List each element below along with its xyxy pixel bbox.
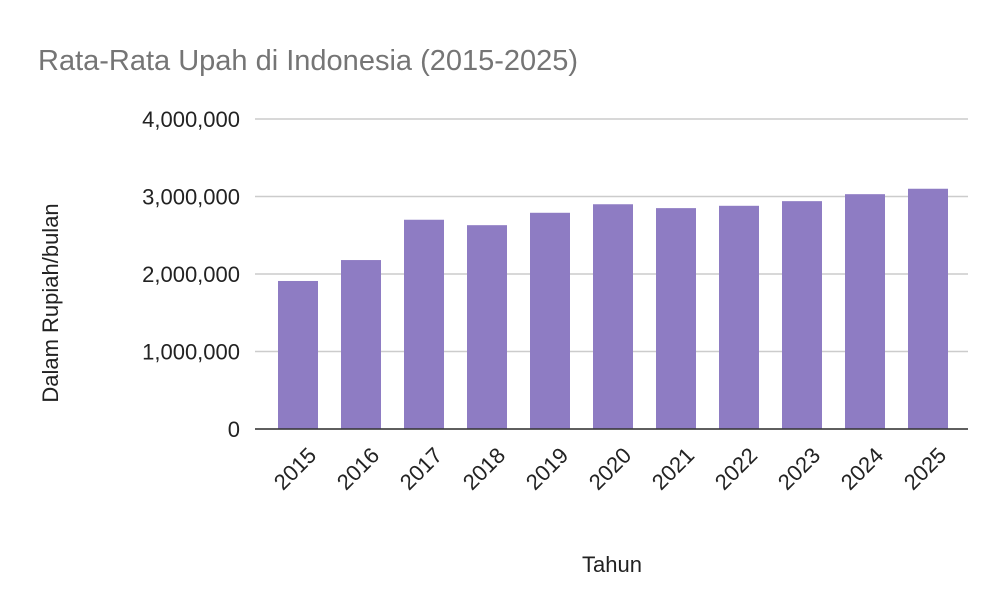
y-tick-label: 0 [228, 417, 240, 442]
bar [656, 208, 696, 429]
y-tick-label: 3,000,000 [142, 185, 240, 210]
y-tick-label: 1,000,000 [142, 340, 240, 365]
bar [530, 212, 570, 429]
bar [719, 205, 759, 429]
bar [782, 201, 822, 429]
bar [845, 194, 885, 429]
bar [467, 225, 507, 429]
y-tick-label: 2,000,000 [142, 262, 240, 287]
chart-title: Rata-Rata Upah di Indonesia (2015-2025) [38, 45, 578, 77]
y-tick-label: 4,000,000 [142, 107, 240, 132]
bar [404, 219, 444, 429]
bar [341, 260, 381, 429]
bar [908, 188, 948, 429]
bar [593, 204, 633, 429]
bar [278, 280, 318, 429]
y-axis-title: Dalam Rupiah/bulan [38, 203, 63, 402]
x-axis-title: Tahun [582, 552, 642, 577]
